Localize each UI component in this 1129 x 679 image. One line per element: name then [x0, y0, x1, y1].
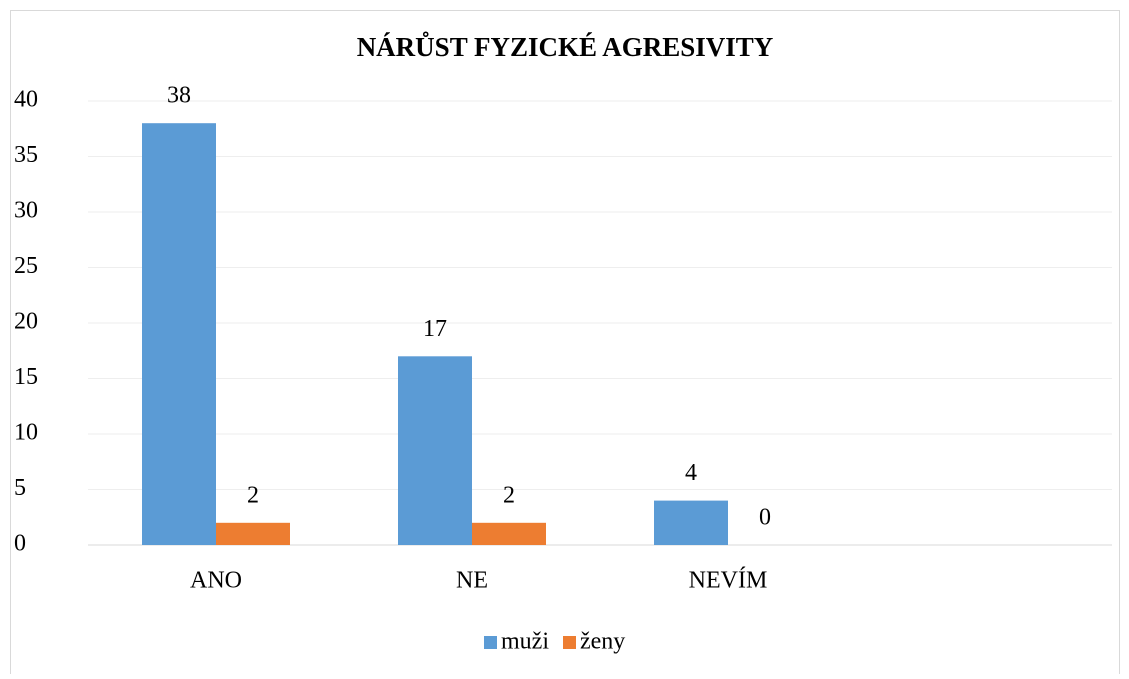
- y-tick-label: 10: [14, 420, 38, 446]
- x-tick-label: NE: [456, 568, 488, 594]
- y-tick-label: 25: [14, 253, 38, 279]
- y-tick-label: 30: [14, 198, 38, 224]
- y-tick-label: 20: [14, 309, 38, 335]
- data-label: 17: [423, 316, 447, 342]
- bar: [398, 356, 472, 545]
- bar: [142, 123, 216, 545]
- y-tick-label: 40: [14, 87, 38, 113]
- legend-label: muži: [501, 629, 549, 655]
- data-label: 2: [247, 482, 259, 508]
- legend-swatch: [563, 636, 576, 649]
- y-tick-label: 15: [14, 364, 38, 390]
- x-tick-label: NEVÍM: [689, 568, 768, 594]
- data-label: 4: [685, 460, 697, 486]
- data-label: 0: [759, 505, 771, 531]
- x-tick-label: ANO: [190, 568, 242, 594]
- bar: [472, 522, 546, 545]
- chart-title: NÁRŮST FYZICKÉ AGRESIVITY: [357, 31, 774, 62]
- bar: [654, 500, 728, 545]
- data-label: 2: [503, 482, 515, 508]
- data-label: 38: [167, 83, 191, 109]
- legend-swatch: [484, 636, 497, 649]
- bar: [216, 522, 290, 545]
- y-tick-label: 0: [14, 531, 26, 557]
- legend-label: ženy: [580, 629, 625, 655]
- y-tick-label: 35: [14, 142, 38, 168]
- y-tick-label: 5: [14, 475, 26, 501]
